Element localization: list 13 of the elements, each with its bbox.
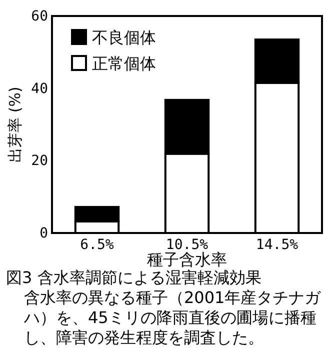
legend-label: 正常個体 <box>92 54 156 73</box>
text: 含水率の異なる種子（2001年産タチナガハ）を、45ミリの降雨直後の圃場に播種し、障害の発生程度を調査した。 <box>24 288 322 348</box>
y-tick-label: 40 <box>31 80 48 97</box>
y-tick-label: 60 <box>31 8 48 24</box>
y-axis-title: 出芽率 (%) <box>6 86 24 162</box>
x-axis-title: 種子含水率 <box>147 250 227 269</box>
legend-label: 不良個体 <box>92 28 156 47</box>
x-tick-label: 14.5% <box>256 236 299 253</box>
x-tick-label: 10.5% <box>166 236 209 253</box>
text: 図3 含水率調節による湿害軽減効果 <box>6 268 262 288</box>
y-tick-label: 0 <box>40 225 48 242</box>
x-tick-label: 6.5% <box>80 236 114 253</box>
y-tick-label: 20 <box>31 153 48 170</box>
